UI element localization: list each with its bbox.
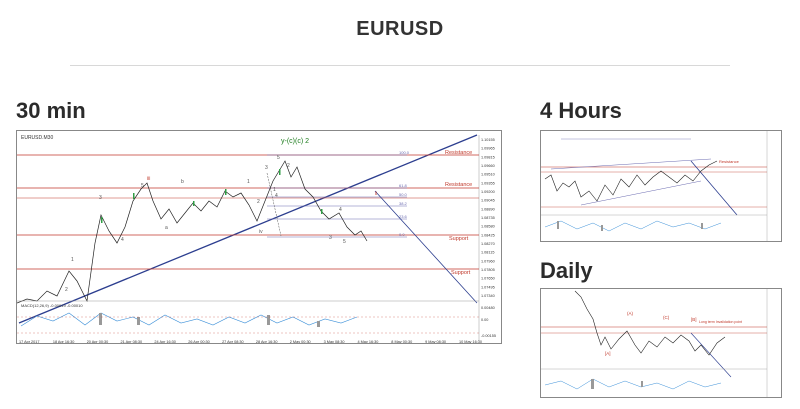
time-tick-label: 21 Apr 08:30 xyxy=(121,340,143,344)
svg-text:3: 3 xyxy=(329,235,332,241)
svg-text:2: 2 xyxy=(65,287,68,293)
price-tick-label: 1.09045 xyxy=(481,199,495,203)
title-divider xyxy=(70,65,730,66)
svg-text:1: 1 xyxy=(247,179,250,185)
price-tick-label: 1.09660 xyxy=(481,164,495,168)
svg-text:5: 5 xyxy=(141,183,144,189)
svg-text:4: 4 xyxy=(275,193,278,199)
page-title: EURUSD xyxy=(356,18,444,40)
svg-text:4: 4 xyxy=(121,237,124,243)
macd-label: MACD(12,26,9) -0.00019 -0.00010 xyxy=(21,303,83,308)
support-label-1: Support xyxy=(449,236,469,242)
time-tick-label: 9 May 08:30 xyxy=(425,340,446,344)
wave-label-iii: iii xyxy=(147,176,150,182)
time-tick-label: 24 Apr 16:30 xyxy=(154,340,176,344)
support-label-2: Support xyxy=(451,270,471,276)
time-tick-label: 17 Apr 2017 xyxy=(19,340,39,344)
price-tick-label: 1.08115 xyxy=(481,251,494,255)
svg-text:0.0: 0.0 xyxy=(399,232,405,237)
svg-text:23.6: 23.6 xyxy=(399,214,408,219)
chart-4hours[interactable]: Resistance xyxy=(540,130,782,242)
svg-text:0.00480: 0.00480 xyxy=(481,306,495,310)
heading-30min: 30 min xyxy=(16,98,86,123)
time-axis: 17 Apr 2017 18 Apr 16:30 20 Apr 00:30 21 Ap… xyxy=(19,340,482,344)
heading-4hours: 4 Hours xyxy=(540,98,622,123)
projection-line xyxy=(374,190,478,304)
svg-text:(C): (C) xyxy=(663,315,670,320)
price-series-30min xyxy=(17,160,368,304)
wave-label-top: y-(c)(c) 2 xyxy=(281,138,309,145)
price-tick-label: 1.08890 xyxy=(481,207,495,211)
chart-4hours-svg: Resistance xyxy=(541,131,781,241)
time-tick-label: 2 May 00:30 xyxy=(290,340,311,344)
svg-text:a: a xyxy=(165,225,168,231)
price-tick-label: 1.08425 xyxy=(481,233,495,237)
time-tick-label: 18 Apr 16:30 xyxy=(53,340,75,344)
price-tick-label: 1.09815 xyxy=(481,155,495,159)
price-tick-label: 1.07495 xyxy=(481,285,495,289)
resistance-label-1: Resistance xyxy=(445,150,472,156)
svg-text:5: 5 xyxy=(277,155,280,161)
price-tick-label: 1.08270 xyxy=(481,242,495,246)
time-tick-label: 3 May 08:30 xyxy=(324,340,345,344)
resistance-label-2: Resistance xyxy=(445,182,472,188)
svg-text:1: 1 xyxy=(71,257,74,263)
time-tick-label: 8 May 00:30 xyxy=(391,340,412,344)
svg-text:b: b xyxy=(181,179,184,185)
svg-text:38.2: 38.2 xyxy=(399,201,408,206)
svg-text:0.00: 0.00 xyxy=(481,318,488,322)
svg-text:61.8: 61.8 xyxy=(399,183,408,188)
svg-text:(A): (A) xyxy=(627,311,634,316)
price-tick-label: 1.07805 xyxy=(481,268,495,272)
price-tick-label: 1.09965 xyxy=(481,147,495,151)
svg-text:2: 2 xyxy=(257,199,260,205)
price-tick-label: 1.08580 xyxy=(481,225,495,229)
svg-text:3: 3 xyxy=(99,195,102,201)
time-tick-label: 26 Apr 00:30 xyxy=(188,340,210,344)
time-tick-label: 20 Apr 00:30 xyxy=(87,340,109,344)
svg-text:2: 2 xyxy=(287,163,290,169)
svg-text:[B]: [B] xyxy=(691,317,697,322)
time-tick-label: 28 Apr 16:30 xyxy=(256,340,278,344)
chart-30min[interactable]: EURUSD.M30 1.10155 1.09965 1.09815 1.09660 1… xyxy=(16,130,502,344)
price-tick-label: 1.10155 xyxy=(481,138,495,142)
svg-text:[A]: [A] xyxy=(605,351,611,356)
svg-text:1: 1 xyxy=(273,187,276,193)
chart-30min-header: EURUSD.M30 xyxy=(21,135,53,141)
wave-label-ii: ii xyxy=(375,191,377,197)
wave-label-iv: iv xyxy=(259,229,263,235)
svg-text:100.0: 100.0 xyxy=(399,150,410,155)
chart-30min-svg: EURUSD.M30 1.101551.099651.098151.096601… xyxy=(17,131,501,344)
price-tick-label: 1.07650 xyxy=(481,277,495,281)
svg-text:50.0: 50.0 xyxy=(399,192,408,197)
h4-resistance-label: Resistance xyxy=(719,159,740,164)
price-tick-label: 1.09355 xyxy=(481,181,495,185)
price-tick-label: 1.08735 xyxy=(481,216,495,220)
daily-note: Long term Invalidation point xyxy=(699,320,742,324)
price-tick-label: 1.07960 xyxy=(481,259,495,263)
heading-daily: Daily xyxy=(540,258,593,283)
svg-text:3: 3 xyxy=(265,165,268,171)
price-axis: 1.10155 1.09965 1.09815 1.09660 1.09510 1.093… xyxy=(481,138,495,298)
price-tick-label: 1.09200 xyxy=(481,190,495,194)
price-tick-label: 1.07340 xyxy=(481,294,495,298)
time-tick-label: 27 Apr 08:30 xyxy=(222,340,244,344)
time-tick-label: 4 May 16:30 xyxy=(357,340,378,344)
price-tick-label: 1.09510 xyxy=(481,173,495,177)
svg-text:5: 5 xyxy=(343,239,346,245)
svg-text:4: 4 xyxy=(339,207,342,213)
trend-line xyxy=(18,134,478,324)
svg-text:-0.00155: -0.00155 xyxy=(481,334,496,338)
time-tick-label: 10 May 16:30 xyxy=(459,340,482,344)
chart-daily-svg: [A] [B] (A) (C) Long term Invalidation poin… xyxy=(541,289,781,397)
chart-daily[interactable]: [A] [B] (A) (C) Long term Invalidation poin… xyxy=(540,288,782,398)
